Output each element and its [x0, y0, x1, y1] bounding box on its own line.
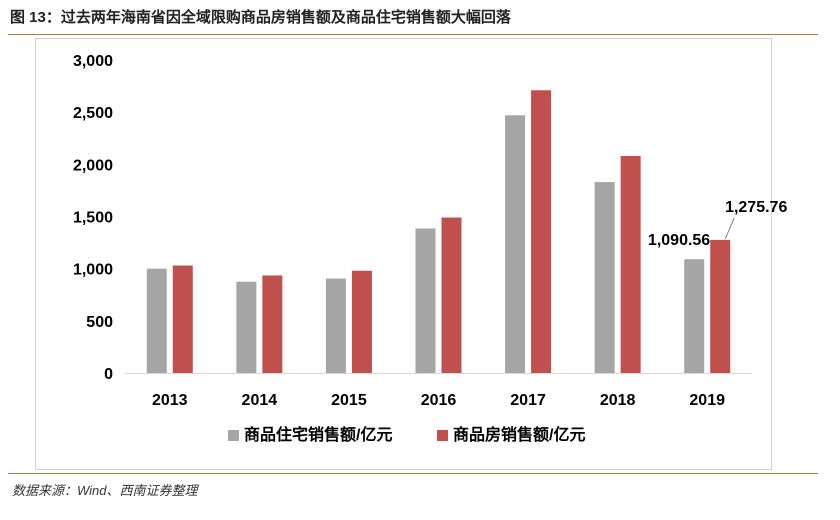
x-tick-label: 2019: [689, 392, 725, 409]
y-tick-label: 0: [104, 366, 113, 383]
data-label-leader-line: [724, 217, 735, 240]
y-tick-label: 1,500: [73, 210, 113, 227]
bar-2018-series-2: [620, 155, 641, 373]
bar-2019-series-2: [710, 239, 731, 373]
legend: 商品住宅销售额/亿元 商品房销售额/亿元: [228, 425, 585, 444]
bar-2018-series-1: [594, 182, 615, 373]
bar-2015-series-1: [325, 278, 346, 373]
figure-title: 图 13：过去两年海南省因全域限购商品房销售额及商品住宅销售额大幅回落: [10, 9, 511, 26]
legend-label-series-1: 商品住宅销售额/亿元: [244, 425, 392, 444]
bar-2017-series-2: [531, 90, 552, 374]
bar-2019-series-1: [684, 259, 705, 373]
bottom-rule: [8, 473, 818, 474]
bar-2014-series-1: [236, 281, 257, 373]
x-tick-label: 2016: [421, 392, 457, 409]
y-axis: 0 500 1,000 1,500 2,000 2,500 3,000: [73, 53, 113, 383]
bar-2014-series-2: [262, 275, 283, 373]
bar-2016-series-2: [441, 217, 462, 373]
bar-2016-series-1: [415, 228, 436, 373]
x-tick-label: 2014: [242, 392, 278, 409]
data-label-2019-series-2: 1,275.76: [725, 199, 787, 216]
legend-swatch-series-2: [437, 430, 448, 441]
y-tick-label: 500: [86, 314, 113, 331]
y-tick-label: 3,000: [73, 53, 113, 70]
x-tick-label: 2018: [600, 392, 636, 409]
bar-2017-series-1: [505, 115, 526, 374]
bar-2013-series-2: [172, 265, 193, 373]
x-axis: 2013 2014 2015 2016 2017 2018 2019: [125, 373, 752, 409]
top-rule: [8, 34, 818, 35]
legend-swatch-series-1: [228, 430, 239, 441]
y-tick-label: 1,000: [73, 262, 113, 279]
legend-label-series-2: 商品房销售额/亿元: [453, 425, 585, 444]
x-tick-label: 2015: [331, 392, 367, 409]
data-label-2019-series-1: 1,090.56: [648, 232, 710, 249]
bar-2015-series-2: [351, 270, 372, 373]
chart-frame: [35, 38, 772, 470]
x-tick-label: 2017: [510, 392, 546, 409]
source-note: 数据来源：Wind、西南证券整理: [12, 483, 198, 498]
y-tick-label: 2,500: [73, 105, 113, 122]
annotations: 1,090.56 1,275.76: [648, 199, 788, 249]
x-tick-label: 2013: [152, 392, 188, 409]
bar-2013-series-1: [146, 268, 167, 373]
bars: [146, 90, 731, 374]
y-tick-label: 2,000: [73, 157, 113, 174]
